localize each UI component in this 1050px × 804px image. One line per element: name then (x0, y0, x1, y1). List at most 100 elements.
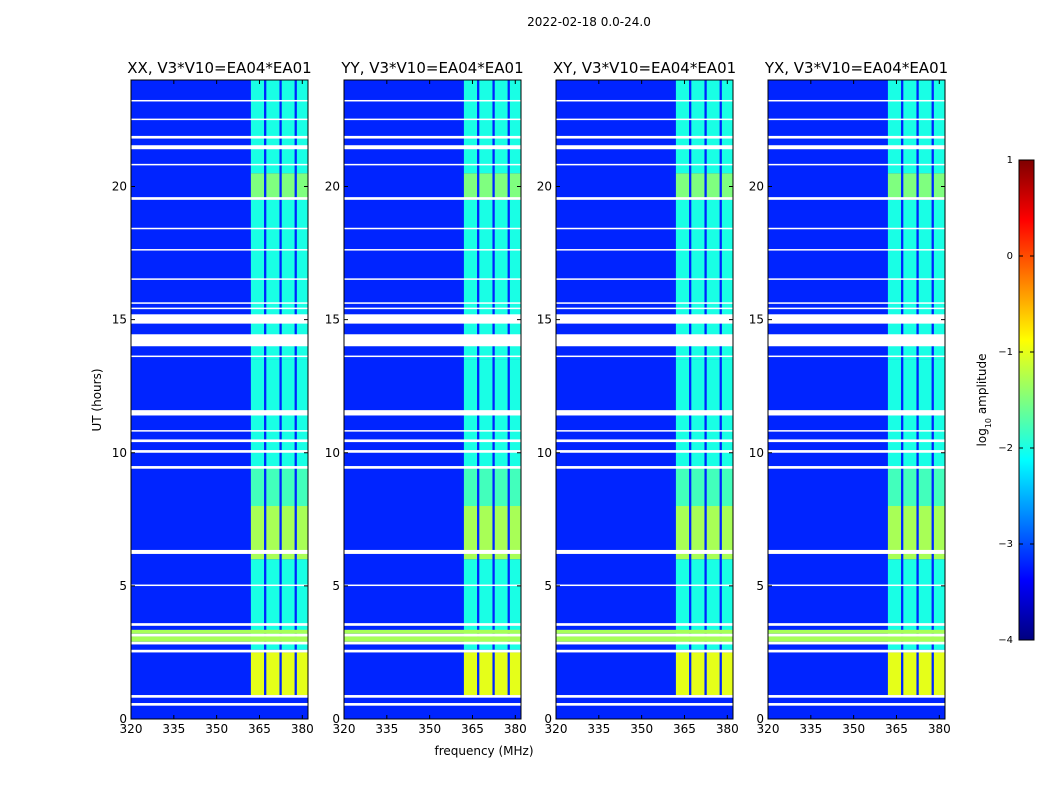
y-tick-label: 15 (112, 313, 127, 327)
heatmap-band-cell (691, 173, 705, 200)
flagged-row (131, 302, 308, 304)
heatmap-band-cell (281, 506, 295, 560)
colorbar-tick-label: 1 (1007, 155, 1013, 166)
flagged-row (344, 450, 521, 453)
heatmap-band-cell (918, 173, 932, 200)
flagged-row (556, 623, 733, 626)
flagged-row (768, 450, 945, 453)
heatmap-band-cell (721, 559, 733, 650)
heatmap-band-cell (494, 173, 508, 200)
heatmap-band-cell (250, 173, 265, 200)
heatmap-band-cell (691, 466, 705, 506)
y-tick-label: 10 (749, 446, 764, 460)
y-tick-label: 20 (537, 180, 552, 194)
x-tick-label: 380 (716, 722, 739, 736)
heatmap-band-cell (463, 506, 478, 560)
heatmap-band-cell (250, 466, 265, 506)
colorbar-label-sub: 10 (984, 418, 993, 428)
heatmap-band-cell (479, 173, 493, 200)
heatmap-band-cell (494, 506, 508, 560)
heatmap-band-cell (903, 559, 917, 650)
flagged-row (556, 584, 733, 587)
heatmap-band-cell (266, 173, 280, 200)
colorbar-tick-label: −1 (998, 347, 1013, 358)
flagged-row (556, 197, 733, 200)
heatmap-band-cell (479, 506, 493, 560)
flagged-row (556, 145, 733, 150)
x-tick-label: 335 (799, 722, 822, 736)
heatmap-band-cell (675, 173, 690, 200)
heatmap-band-cell (918, 80, 932, 174)
x-tick-label: 380 (291, 722, 314, 736)
panel-frame (130, 79, 309, 720)
flagged-row (556, 118, 733, 121)
heatmap-band-cell (903, 466, 917, 506)
heatmap-band-cell (675, 466, 690, 506)
y-axis-label: UT (hours) (90, 368, 104, 431)
heatmap-band-cell (494, 80, 508, 174)
heatmap-band-cell (479, 652, 493, 696)
flagged-row (344, 623, 521, 626)
heatmap-band-cell (296, 80, 308, 174)
y-tick-label: 15 (325, 313, 340, 327)
heatmap-overlay-stripe (131, 629, 308, 634)
x-tick-label: 350 (842, 722, 865, 736)
flagged-row (131, 703, 308, 706)
heatmap-band-cell (887, 173, 902, 200)
x-tick-label: 365 (885, 722, 908, 736)
x-tick-label: 335 (375, 722, 398, 736)
y-tick-label: 0 (119, 712, 127, 726)
heatmap-band-cell (903, 173, 917, 200)
panel-frame (343, 79, 522, 720)
heatmap-band-cell (494, 559, 508, 650)
flagged-row (344, 197, 521, 200)
colorbar-tick-label: −4 (998, 635, 1013, 646)
heatmap-overlay-stripe (768, 629, 945, 634)
heatmap-band-cell (509, 652, 521, 696)
x-tick-label: 365 (461, 722, 484, 736)
flagged-row (344, 227, 521, 230)
flagged-row (556, 410, 733, 416)
flagged-row (768, 549, 945, 554)
heatmap-band-cell (281, 652, 295, 696)
x-tick-label: 320 (545, 722, 568, 736)
heatmap-band-cell (509, 506, 521, 560)
y-tick-label: 0 (756, 712, 764, 726)
flagged-row (556, 99, 733, 102)
flagged-row (556, 163, 733, 166)
heatmap-band-cell (463, 652, 478, 696)
flagged-row (768, 163, 945, 166)
heatmap-band-cell (266, 559, 280, 650)
flagged-row (556, 314, 733, 324)
x-tick-label: 380 (504, 722, 527, 736)
y-tick-label: 20 (325, 180, 340, 194)
heatmap-band-cell (281, 173, 295, 200)
panel-2: YY, V3*V10=EA04*EA01 320 335 350 365 380 0 5 10 1… (325, 59, 527, 736)
flagged-row (768, 334, 945, 347)
flagged-row (768, 410, 945, 416)
flagged-row (768, 197, 945, 200)
flagged-row (344, 118, 521, 121)
heatmap-band-cell (266, 466, 280, 506)
flagged-row (344, 278, 521, 280)
heatmap-band-cell (721, 652, 733, 696)
flagged-row (556, 466, 733, 469)
flagged-row (344, 703, 521, 706)
panels: XX, V3*V10=EA04*EA01 320 335 350 365 380 0 5 10 1… (112, 59, 951, 736)
heatmap-band-cell (721, 506, 733, 560)
flagged-row (768, 118, 945, 121)
heatmap-band-cell (691, 652, 705, 696)
y-tick-label: 15 (537, 313, 552, 327)
flagged-row (768, 99, 945, 102)
flagged-row (344, 633, 521, 637)
heatmap-band-cell (675, 506, 690, 560)
colorbar-gradient (1018, 159, 1035, 641)
heatmap-band-cell (675, 559, 690, 650)
heatmap-band-cell (250, 652, 265, 696)
heatmap-band-cell (887, 466, 902, 506)
heatmap-band-cell (479, 80, 493, 174)
heatmap-band-cell (903, 652, 917, 696)
heatmap-overlay-stripe (556, 629, 733, 634)
panel-3: XY, V3*V10=EA04*EA01 320 335 350 365 380 0 5 10 1… (537, 59, 739, 736)
